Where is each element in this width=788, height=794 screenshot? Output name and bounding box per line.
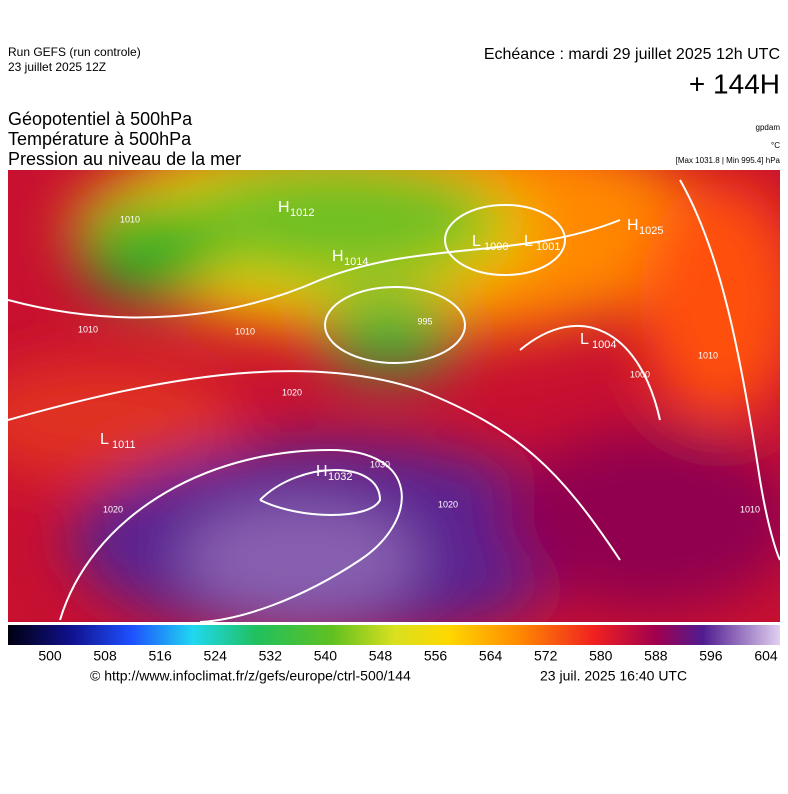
center-value: 1012 [290,207,314,219]
footer-url: © http://www.infoclimat.fr/z/gefs/europe… [90,668,411,684]
center-letter: L [100,431,109,448]
colorbar-tick-label: 540 [314,648,338,664]
isobar-label: 1010 [120,214,140,224]
colorbar-tick-label: 604 [754,648,778,664]
center-value: 1014 [344,256,368,268]
isobar-label: 1030 [370,459,390,469]
colorbar [8,625,780,645]
footer-date: 23 juil. 2025 16:40 UTC [540,668,687,684]
colorbar-tick-label: 572 [534,648,558,664]
lead-time: + 144H [689,68,780,99]
colorbar-tick-label: 588 [644,648,668,664]
map [8,170,780,622]
center-letter: H [278,199,290,216]
isobar-label: 1020 [282,387,302,397]
center-value: 1001 [536,241,560,253]
center-letter: L [472,233,481,250]
isobar-label: 1020 [438,499,458,509]
run-label: Run GEFS (run controle) [8,45,141,59]
isobar-label: 1010 [698,350,718,360]
center-value: 1025 [639,225,663,237]
colorbar-tick-label: 524 [204,648,228,664]
colorbar-tick-label: 532 [259,648,283,664]
isobar-label: 1010 [740,504,760,514]
center-letter: H [332,248,344,265]
unit: gpdam [756,123,781,132]
center-value: 1000 [484,241,508,253]
unit: [Max 1031.8 | Min 995.4] hPa [676,156,781,165]
colorbar-tick-label: 500 [38,648,62,664]
isobar-label: 1010 [78,324,98,334]
colorbar-tick-label: 564 [479,648,503,664]
isobar-label: 1020 [103,504,123,514]
title: Température à 500hPa [8,129,192,149]
center-value: 1004 [592,339,616,351]
colorbar-tick-label: 548 [369,648,393,664]
isobar-label: 995 [417,316,432,326]
colorbar-tick-label: 508 [93,648,117,664]
isobar-label: 1010 [235,326,255,336]
center-letter: L [524,233,533,250]
run-date: 23 juillet 2025 12Z [8,60,106,74]
colorbar-tick-label: 580 [589,648,613,664]
center-value: 1032 [328,471,352,483]
center-value: 1011 [112,439,136,451]
colorbar-tick-label: 596 [699,648,723,664]
isobar-label: 1000 [630,369,650,379]
colorbar-tick-label: 556 [424,648,448,664]
center-letter: H [316,463,328,480]
title: Pression au niveau de la mer [8,149,241,169]
center-letter: H [627,217,639,234]
title: Géopotentiel à 500hPa [8,109,193,129]
center-letter: L [580,331,589,348]
unit: °C [771,141,780,150]
colorbar-tick-label: 516 [148,648,172,664]
valid-time: Echéance : mardi 29 juillet 2025 12h UTC [484,46,780,63]
